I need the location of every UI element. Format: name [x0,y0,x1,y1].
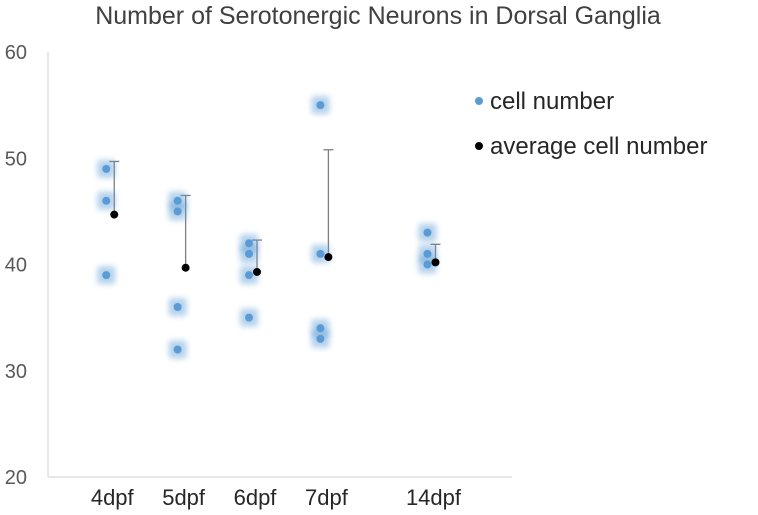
cell-number-points [97,96,437,359]
average-cell-number-point [324,253,333,262]
x-category-labels: 4dpf 5dpf 6dpf 7dpf 14dpf [91,485,462,510]
x-category-label: 5dpf [162,485,206,510]
cell-number-point [245,271,254,280]
cell-number-point [173,207,182,216]
error-bars [109,149,441,272]
cell-number-point [102,271,111,280]
legend-label-cell-number: cell number [490,88,614,115]
y-tick-label: 50 [5,148,27,170]
cell-number-point [173,345,182,354]
x-category-label: 7dpf [305,485,349,510]
cell-number-point [245,313,254,322]
cell-number-point [245,249,254,258]
legend-item-average-cell-number: average cell number [475,133,707,160]
cell-number-point [102,164,111,173]
legend-marker-cell-number [475,97,483,105]
cell-number-point [423,228,432,237]
legend-item-cell-number: cell number [475,88,614,115]
average-points [110,210,440,276]
average-cell-number-point [181,263,190,272]
average-cell-number-point [431,258,440,267]
x-category-label: 4dpf [91,485,135,510]
cell-number-point [423,260,432,269]
cell-number-point [316,334,325,343]
average-cell-number-point [253,267,262,276]
cell-number-point [102,196,111,205]
legend-label-average-cell-number: average cell number [490,133,707,160]
chart-title: Number of Serotonergic Neurons in Dorsal… [95,2,661,30]
cell-number-point [316,249,325,258]
average-cell-number-point [110,210,119,219]
legend: cell number average cell number [475,88,707,160]
y-tick-label: 30 [5,361,27,383]
y-tick-labels: 20 30 40 50 60 [5,42,27,489]
cell-number-point [316,101,325,110]
x-category-label: 14dpf [406,485,462,510]
cell-number-point [173,303,182,311]
x-category-label: 6dpf [234,485,278,510]
y-tick-label: 60 [5,42,27,64]
legend-marker-average-cell-number [475,142,483,150]
y-tick-label: 20 [5,467,27,489]
y-tick-label: 40 [5,255,27,277]
